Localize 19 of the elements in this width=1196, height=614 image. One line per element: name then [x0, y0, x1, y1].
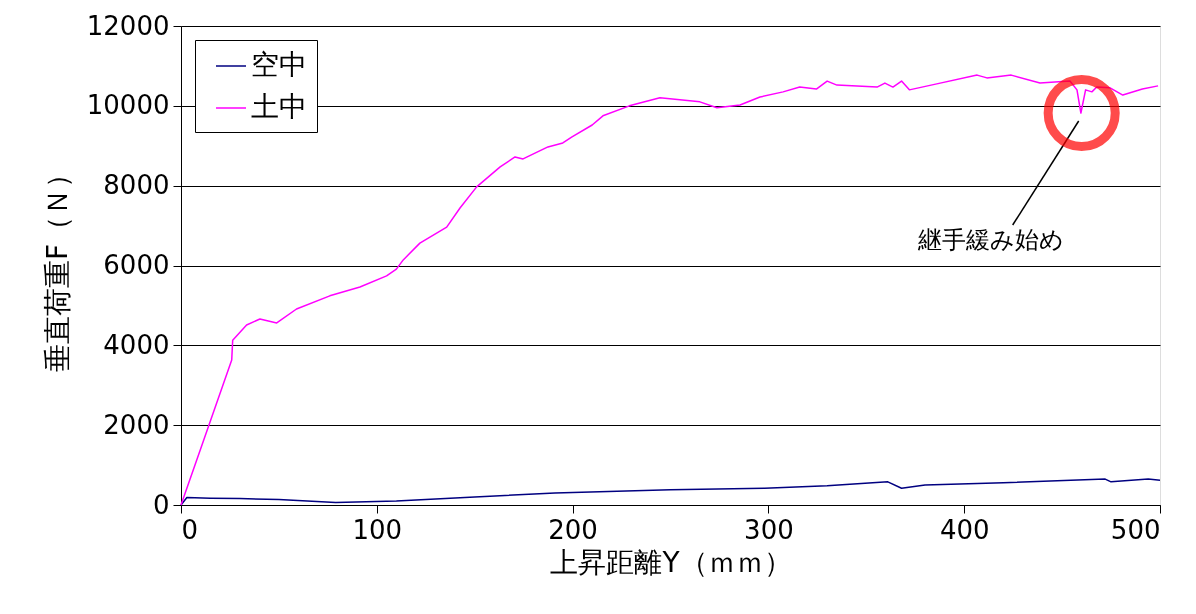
x-tick-label: 500 — [1110, 514, 1161, 545]
y-tick-label: 10000 — [86, 90, 170, 121]
y-tick-label: 8000 — [103, 170, 170, 201]
y-tick-label: 0 — [152, 489, 170, 520]
x-tick-label: 0 — [181, 514, 199, 545]
x-tick-label: 100 — [352, 514, 403, 545]
x-axis-title: 上昇距離Y（ｍｍ） — [550, 545, 792, 579]
annotation: 継手緩み始め — [916, 226, 1064, 255]
y-axis-title: 垂直荷重F（Ｎ） — [40, 159, 74, 373]
y-tick-label: 2000 — [103, 409, 170, 440]
x-tick-label: 300 — [744, 514, 794, 545]
y-tick-label: 4000 — [103, 329, 170, 360]
x-tick-label: 200 — [548, 514, 598, 545]
line-series — [180, 478, 1161, 506]
y-tick-label: 6000 — [103, 250, 170, 280]
x-tick-label: 400 — [939, 514, 990, 545]
y-tick-label: 12000 — [86, 10, 170, 41]
legend-label: 土中 — [251, 90, 307, 123]
legend-label: 空中 — [251, 48, 307, 81]
